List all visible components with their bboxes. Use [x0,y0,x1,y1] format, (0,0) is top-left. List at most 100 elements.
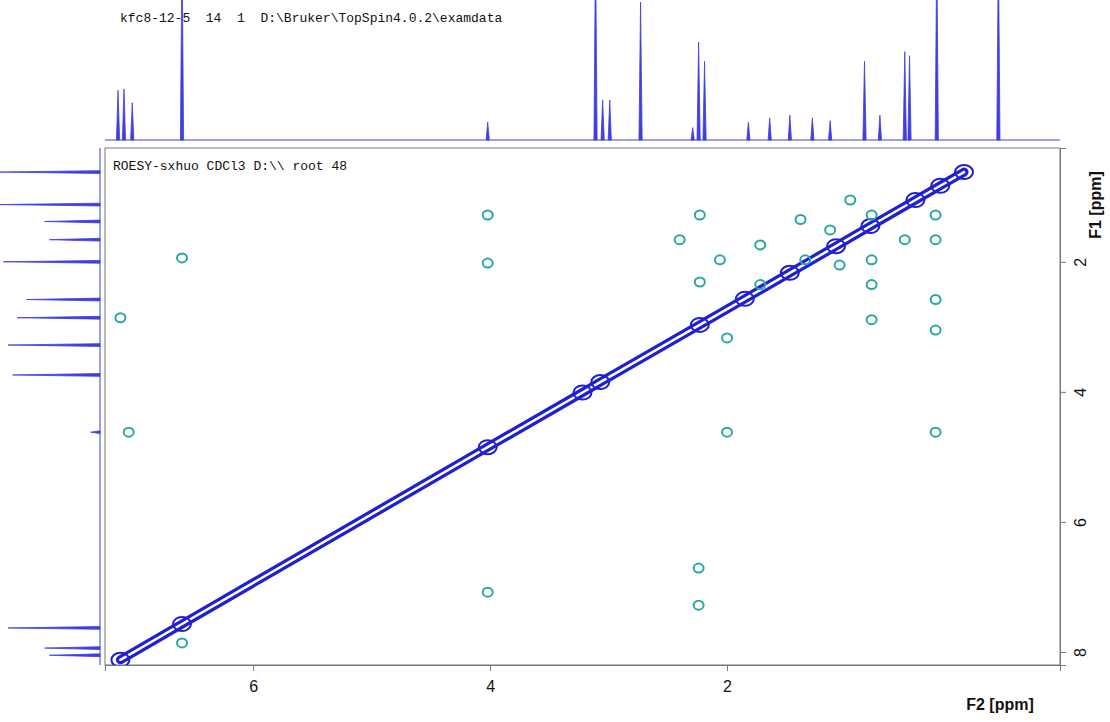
cross-peak [694,601,704,610]
y-axis: 2 4 6 8 [1060,149,1089,666]
cross-peak [715,255,725,264]
baseline [105,140,1060,141]
x-tick: 4 [486,665,495,695]
spectrum-peak [0,171,100,174]
y-tick-mark [1060,652,1066,653]
spectrum-peak [878,115,881,140]
cross-peak [931,235,941,244]
spectrum-peak [601,100,604,140]
spectrum-peak [91,431,100,434]
chart: 6422468kfc8-12-5 14 1 D:\Bruker\TopSpin4… [0,0,1110,722]
diagonal-peak [827,239,845,253]
spectrum-peak [13,374,100,377]
cross-peak [796,215,806,224]
cross-peak [931,428,941,437]
y-tick: 4 [1060,388,1089,397]
x-tick-label: 4 [486,678,495,695]
spectrum-peak [747,122,750,140]
spectrum-peak [903,52,906,140]
spectrum-peak [639,2,642,140]
spectrum-peak [788,115,791,140]
cross-peak [800,255,810,264]
cross-peak [124,428,134,437]
cross-peak [177,253,187,262]
diagonal-peak [861,219,879,233]
spectrum-peak [691,128,694,140]
cross-peak [867,315,877,324]
cross-peak [177,638,187,647]
diagonal-peak [906,193,924,207]
y-tick-label: 4 [1072,388,1089,397]
spectrum-peak [116,90,119,140]
spectrum-peak [131,103,134,140]
cross-peak [845,196,855,205]
spectrum-peak [811,118,814,140]
cross-peak [483,259,493,268]
cross-peak [694,564,704,573]
spectrum-peak [829,121,832,140]
cross-peak [722,333,732,342]
baseline [100,148,101,665]
spectrum-peak [17,316,100,319]
spectrum-peak [997,0,1000,140]
cross-peak [931,295,941,304]
spectrum-peak [768,118,771,140]
y-axis-title: F1 [ppm] [1087,171,1104,239]
y-axis-line [1061,149,1067,666]
x-tick: 6 [249,665,258,695]
x-tick-label: 2 [723,678,732,695]
spectrum-peak [45,647,100,650]
diagonal [120,172,964,660]
spectrum-peak [8,344,100,347]
y-tick: 6 [1060,518,1089,527]
cross-peak [695,277,705,286]
diagonal-peak [173,617,191,631]
spectrum-peak [935,0,938,140]
spectrum-peak [45,220,100,223]
diagonal-peak [479,440,497,454]
spectrum-peak [703,61,706,140]
cross-peak [931,210,941,219]
cross-peak [755,240,765,249]
diagonal-peak [591,375,609,389]
x-axis-title: F2 [ppm] [966,696,1034,713]
spectrum-peak [608,100,611,140]
diagonal-peak [931,179,949,193]
diagonal-peak [691,318,709,332]
spectrum-peak [908,56,911,140]
y-tick-mark [1060,392,1066,393]
x-tick-label: 6 [249,678,258,695]
spectrum-peak [594,0,597,140]
spectrum-peak [8,627,100,630]
diagonal-inner-contour [120,172,964,660]
plot-frame [105,148,1060,665]
f1-projection [0,148,100,665]
y-tick: 8 [1060,648,1089,657]
spectrum-peak [3,260,100,263]
y-tick-label: 2 [1072,258,1089,267]
y-tick-mark [1060,262,1066,263]
diagonal-peak [111,653,129,665]
y-tick-mark [1060,522,1066,523]
x-tick-mark [253,665,254,671]
cross-peak [867,210,877,219]
spectrum-peak [863,61,866,140]
diagonal-peak [736,292,754,306]
f2-projection [105,0,1060,140]
y-tick-label: 8 [1072,648,1089,657]
x-tick-mark [490,665,491,671]
diagonal-peak [781,266,799,280]
cross-peak [115,313,125,322]
cross-peak [867,255,877,264]
diagonal-peak [574,386,592,400]
y-tick-label: 6 [1072,518,1089,527]
cross-peak [825,225,835,234]
cross-peak [931,326,941,335]
x-tick: 2 [723,665,732,695]
cross-peak [835,261,845,270]
cross-peak [675,235,685,244]
x-axis-line [106,666,1061,672]
cross-peak [755,280,765,289]
plot-area [111,165,973,665]
subtitle: ROESY-sxhuo CDCl3 D:\\ root 48 [113,159,347,174]
